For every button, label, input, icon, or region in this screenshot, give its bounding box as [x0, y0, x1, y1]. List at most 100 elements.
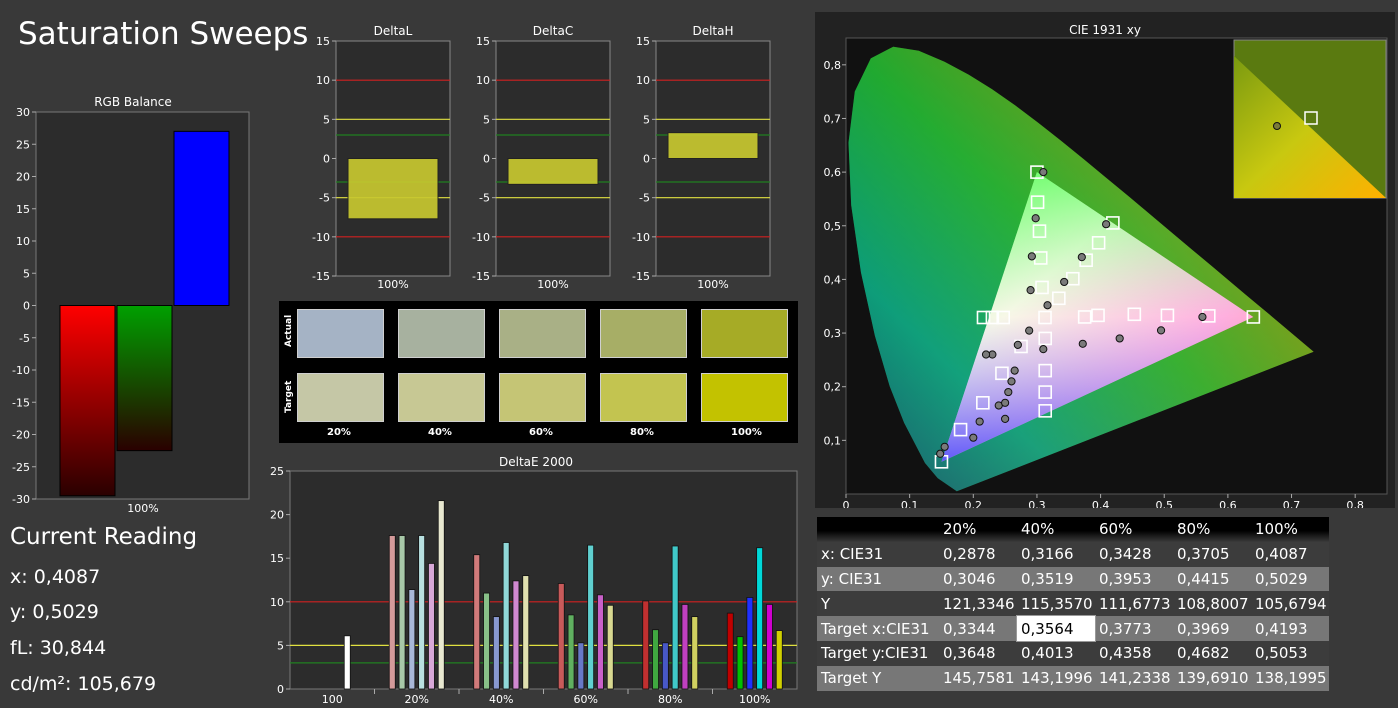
- y-tick-label: 0,1: [824, 434, 842, 447]
- table-cell[interactable]: 0,4087: [1255, 545, 1308, 564]
- table-cell[interactable]: 0,3519: [1021, 569, 1074, 588]
- fl-label: fL:: [10, 637, 40, 659]
- table-cell[interactable]: 143,1996: [1021, 669, 1093, 688]
- deltae-bar: [597, 594, 604, 690]
- table-cell[interactable]: 0,3773: [1099, 619, 1152, 638]
- x-tick-label: 0,2: [965, 499, 983, 508]
- x-category-label: 40%: [489, 693, 513, 706]
- y-tick-label: -15: [632, 270, 650, 283]
- y-label: y:: [10, 601, 33, 623]
- deltae-bar: [557, 583, 565, 690]
- table-row-label: Y: [821, 594, 831, 613]
- target-marker: [1038, 310, 1052, 325]
- y-tick-label: 15: [476, 35, 490, 48]
- deltae-2000-chart: DeltaE 2000 25 20 15 10 5 0 100 20% 40% 60% 80% 100…: [270, 455, 798, 706]
- x-category-label: 60%: [574, 693, 598, 706]
- measured-point: [1115, 334, 1124, 343]
- y-tick-label: 20: [270, 509, 284, 522]
- deltae-bar: [343, 635, 351, 690]
- target-marker: [953, 422, 968, 437]
- table-header-cell: 20%: [943, 520, 977, 539]
- table-cell[interactable]: 0,3428: [1099, 545, 1152, 564]
- deltae-bar: [418, 535, 426, 690]
- x-tick-label: 0,1: [901, 499, 919, 508]
- table-cell[interactable]: 111,6773: [1099, 594, 1171, 613]
- y-tick-label: -20: [12, 429, 30, 442]
- table-cell[interactable]: 0,3953: [1099, 569, 1152, 588]
- table-cell[interactable]: 0,2878: [943, 545, 996, 564]
- delta-value-bar: [347, 158, 439, 220]
- y-tick-label: 5: [643, 113, 650, 126]
- gamut-triangle-shade: [941, 172, 1254, 462]
- deltae-bar: [483, 592, 490, 690]
- table-cell[interactable]: 145,7581: [943, 669, 1015, 688]
- y-tick-label: 15: [316, 35, 330, 48]
- measured-point: [1039, 345, 1048, 354]
- table-cell[interactable]: 141,2338: [1099, 669, 1171, 688]
- rgb-y-ticks: 30 25 20 15 10 5 0 -5 -10 -15 -20 -25 -30: [12, 106, 36, 506]
- table-cell[interactable]: 138,1995: [1255, 669, 1327, 688]
- deltae-plot-area: [289, 470, 798, 690]
- x-tick-label: 0: [843, 499, 850, 508]
- table-cell[interactable]: 0,4013: [1021, 644, 1074, 663]
- table-cell[interactable]: 0,3166: [1021, 545, 1074, 564]
- delta-chart-title: DeltaL: [374, 24, 413, 38]
- target-marker: [1160, 308, 1175, 323]
- table-cell[interactable]: 0,5053: [1255, 644, 1308, 663]
- x-tick-label: 0,6: [1219, 499, 1237, 508]
- measured-point: [940, 442, 949, 451]
- actual-swatch: [600, 309, 687, 358]
- deltah-chart: DeltaH 15 10 5 0 -5 -10 -15 100%: [632, 24, 771, 291]
- target-marker: [1091, 308, 1105, 323]
- y-tick-label: 0: [483, 153, 490, 166]
- deltae-bar: [587, 544, 595, 690]
- delta-chart-title: DeltaH: [692, 24, 733, 38]
- table-cell[interactable]: 0,3344: [943, 619, 996, 638]
- table-cell[interactable]: 0,3705: [1177, 545, 1230, 564]
- y-tick-label: -5: [639, 192, 650, 205]
- table-cell[interactable]: 0,4682: [1177, 644, 1230, 663]
- y-tick-label: 0,7: [824, 112, 842, 125]
- rgb-bars: [59, 130, 230, 497]
- table-row: Target y:CIE31 0,3648 0,4013 0,4358 0,4682 0,…: [817, 640, 1329, 666]
- table-cell[interactable]: 121,3346: [943, 594, 1015, 613]
- rgb-x-category: 100%: [127, 502, 158, 515]
- y-tick-label: 0,3: [824, 327, 842, 340]
- measured-point: [1156, 326, 1166, 335]
- table-cell[interactable]: 0,4415: [1177, 569, 1230, 588]
- deltae-bar: [726, 612, 734, 690]
- green-balance-bar: [116, 305, 173, 452]
- table-cell[interactable]: 0,3969: [1177, 619, 1230, 638]
- deltae-bar: [775, 630, 783, 690]
- measured-point: [1026, 286, 1035, 295]
- measured-point: [1031, 214, 1040, 223]
- x-label: x:: [10, 566, 34, 588]
- y-tick-label: 5: [23, 267, 30, 280]
- deltal-chart: DeltaL 15 10 5 0 -5 -10 -15 100%: [312, 24, 451, 291]
- target-swatch: [600, 373, 687, 422]
- table-cell[interactable]: 0,3046: [943, 569, 996, 588]
- y-tick-label: 5: [323, 113, 330, 126]
- table-cell[interactable]: 115,3570: [1021, 594, 1093, 613]
- table-cell[interactable]: 139,6910: [1177, 669, 1249, 688]
- y-tick-label: 15: [636, 35, 650, 48]
- target-swatch: [398, 373, 485, 422]
- x-category-label: 100%: [377, 278, 408, 291]
- table-row-label: x: CIE31: [821, 545, 884, 564]
- delta-value-bar: [667, 132, 759, 160]
- target-marker: [1127, 307, 1142, 322]
- table-cell[interactable]: 0,3648: [943, 644, 996, 663]
- table-row: Target x:CIE31 0,3344 0,3564 0,3773 0,3969 0,…: [817, 615, 1329, 642]
- deltae-bar: [671, 545, 679, 690]
- table-cell[interactable]: 0,4358: [1099, 644, 1152, 663]
- delta-chart-title: DeltaC: [533, 24, 573, 38]
- table-cell[interactable]: 108,8007: [1177, 594, 1249, 613]
- table-cell[interactable]: 105,6794: [1255, 594, 1327, 613]
- cie-1931-chart: CIE 1931 xy 0 0,1 0,2 0,3 0,4 0,5 0,6 0,7 0,8 0,1…: [815, 12, 1395, 508]
- y-tick-label: -15: [312, 270, 330, 283]
- table-cell-selected[interactable]: 0,3564: [1016, 615, 1096, 642]
- target-marker: [1038, 331, 1053, 346]
- table-cell[interactable]: 0,5029: [1255, 569, 1308, 588]
- table-cell[interactable]: 0,4193: [1255, 619, 1308, 638]
- target-marker: [1035, 280, 1049, 295]
